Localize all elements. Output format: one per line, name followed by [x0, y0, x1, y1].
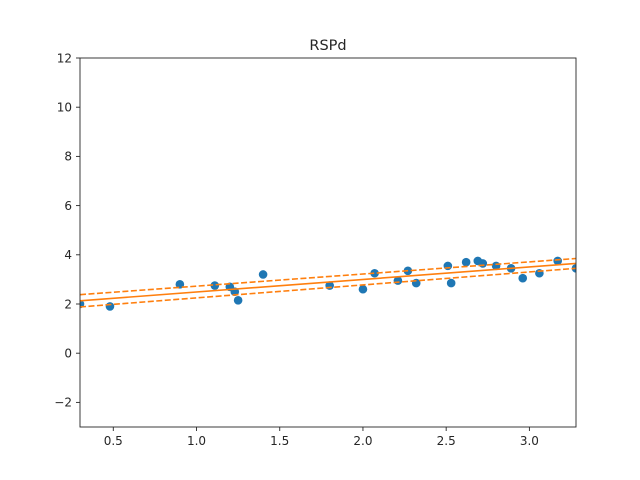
x-axis: 0.5 1.0 1.5 2.0 2.5 3.0 — [104, 427, 539, 448]
y-tick-label: 4 — [64, 248, 72, 262]
data-point — [233, 296, 243, 305]
y-axis: −2 0 2 4 6 8 10 12 — [54, 51, 80, 410]
fit-line — [80, 262, 576, 302]
x-tick-label: 2.5 — [437, 434, 456, 448]
series-layer — [80, 256, 576, 311]
y-tick-label: 0 — [64, 347, 72, 361]
data-point — [210, 281, 220, 290]
data-point — [446, 278, 456, 288]
data-point — [518, 273, 528, 283]
data-point — [553, 256, 562, 266]
confidence-band-line — [80, 257, 576, 296]
x-tick-label: 0.5 — [104, 434, 123, 448]
y-tick-label: 2 — [64, 297, 72, 311]
x-tick-label: 1.0 — [187, 434, 206, 448]
plot-frame — [79, 57, 577, 428]
y-tick-label: 10 — [57, 101, 72, 115]
y-tick-label: 12 — [57, 51, 72, 65]
data-point — [443, 261, 453, 271]
x-tick-label: 3.0 — [520, 434, 539, 448]
plot-background — [80, 58, 576, 427]
x-tick-label: 1.5 — [270, 434, 289, 448]
confidence-band-line — [80, 267, 576, 308]
data-point — [478, 259, 488, 268]
y-tick-label: 8 — [64, 150, 72, 164]
data-point — [258, 270, 268, 279]
data-point — [358, 284, 368, 294]
y-tick-label: 6 — [64, 199, 72, 213]
y-tick-label: −2 — [54, 396, 72, 410]
data-point — [370, 268, 379, 278]
chart-title: RSPd — [309, 38, 346, 54]
data-point — [105, 302, 115, 311]
data-point — [461, 257, 471, 267]
x-tick-label: 2.0 — [353, 434, 372, 448]
